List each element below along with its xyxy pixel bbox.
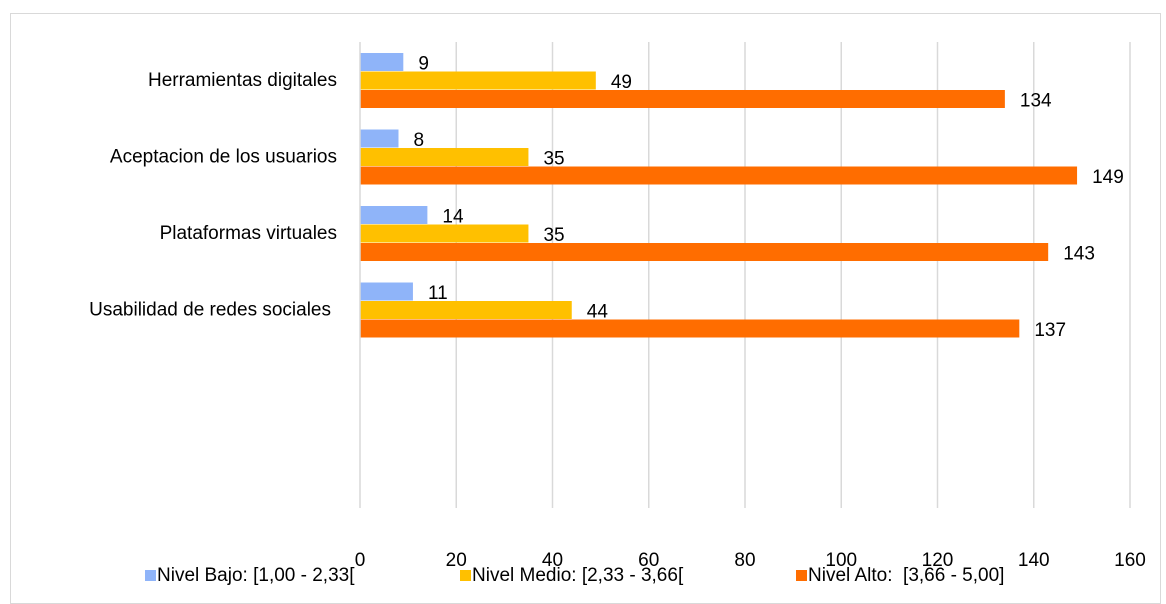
x-tick-label: 60: [638, 550, 659, 571]
x-tick-label: 100: [825, 550, 857, 571]
category-label: Plataformas virtuales: [160, 223, 337, 244]
x-tick-label: 160: [1114, 550, 1146, 571]
legend-label: Nivel Bajo: [1,00 - 2,33[: [157, 565, 355, 586]
x-tick-label: 20: [446, 550, 467, 571]
bar: [360, 166, 1078, 185]
bar: [360, 243, 1049, 261]
bar: [360, 53, 404, 71]
bar: [360, 129, 399, 148]
legend-swatch: [796, 570, 807, 581]
bar: [360, 301, 572, 319]
data-label: 35: [543, 148, 564, 169]
data-label: 8: [414, 130, 425, 151]
data-label: 9: [418, 53, 429, 74]
data-label: 44: [587, 301, 609, 322]
category-label: Aceptacion de los usuarios: [110, 146, 337, 167]
legend-swatch: [145, 570, 156, 581]
legend-swatch: [460, 570, 471, 581]
bar: [360, 90, 1005, 108]
bar: [360, 206, 428, 224]
chart-border: [10, 13, 1161, 604]
bars: [360, 53, 1078, 338]
bar: [360, 282, 413, 301]
data-label: 134: [1020, 90, 1052, 111]
x-tick-label: 0: [355, 550, 366, 571]
category-label: Usabilidad de redes sociales: [89, 299, 331, 320]
bar: [360, 224, 529, 243]
axes: 0 20 40 60 80 100 120 140 160 Herramientas digita…: [89, 42, 1146, 571]
data-label: 49: [611, 72, 632, 93]
x-tick-label: 80: [734, 550, 755, 571]
data-label: 11: [428, 283, 448, 304]
data-label: 149: [1092, 167, 1124, 188]
bar: [360, 71, 596, 90]
bar: [360, 148, 529, 166]
x-tick-label: 120: [922, 550, 954, 571]
bar: [360, 319, 1020, 338]
data-labels: 9 8 14 11 49 35 35 44 134 149 143 137: [414, 53, 1124, 341]
x-tick-label: 40: [542, 550, 563, 571]
data-label: 143: [1063, 243, 1095, 264]
legend-label: Nivel Alto: [3,66 - 5,00]: [808, 565, 1004, 586]
gridlines: [455, 42, 1131, 508]
category-label: Herramientas digitales: [148, 70, 337, 91]
legend-label: Nivel Medio: [2,33 - 3,66[: [472, 565, 684, 586]
legend: Nivel Bajo: [1,00 - 2,33[ Nivel Medio: [2…: [145, 565, 1004, 586]
data-label: 137: [1034, 320, 1066, 341]
data-label: 14: [442, 206, 464, 227]
x-tick-label: 140: [1018, 550, 1050, 571]
data-label: 35: [543, 225, 564, 246]
